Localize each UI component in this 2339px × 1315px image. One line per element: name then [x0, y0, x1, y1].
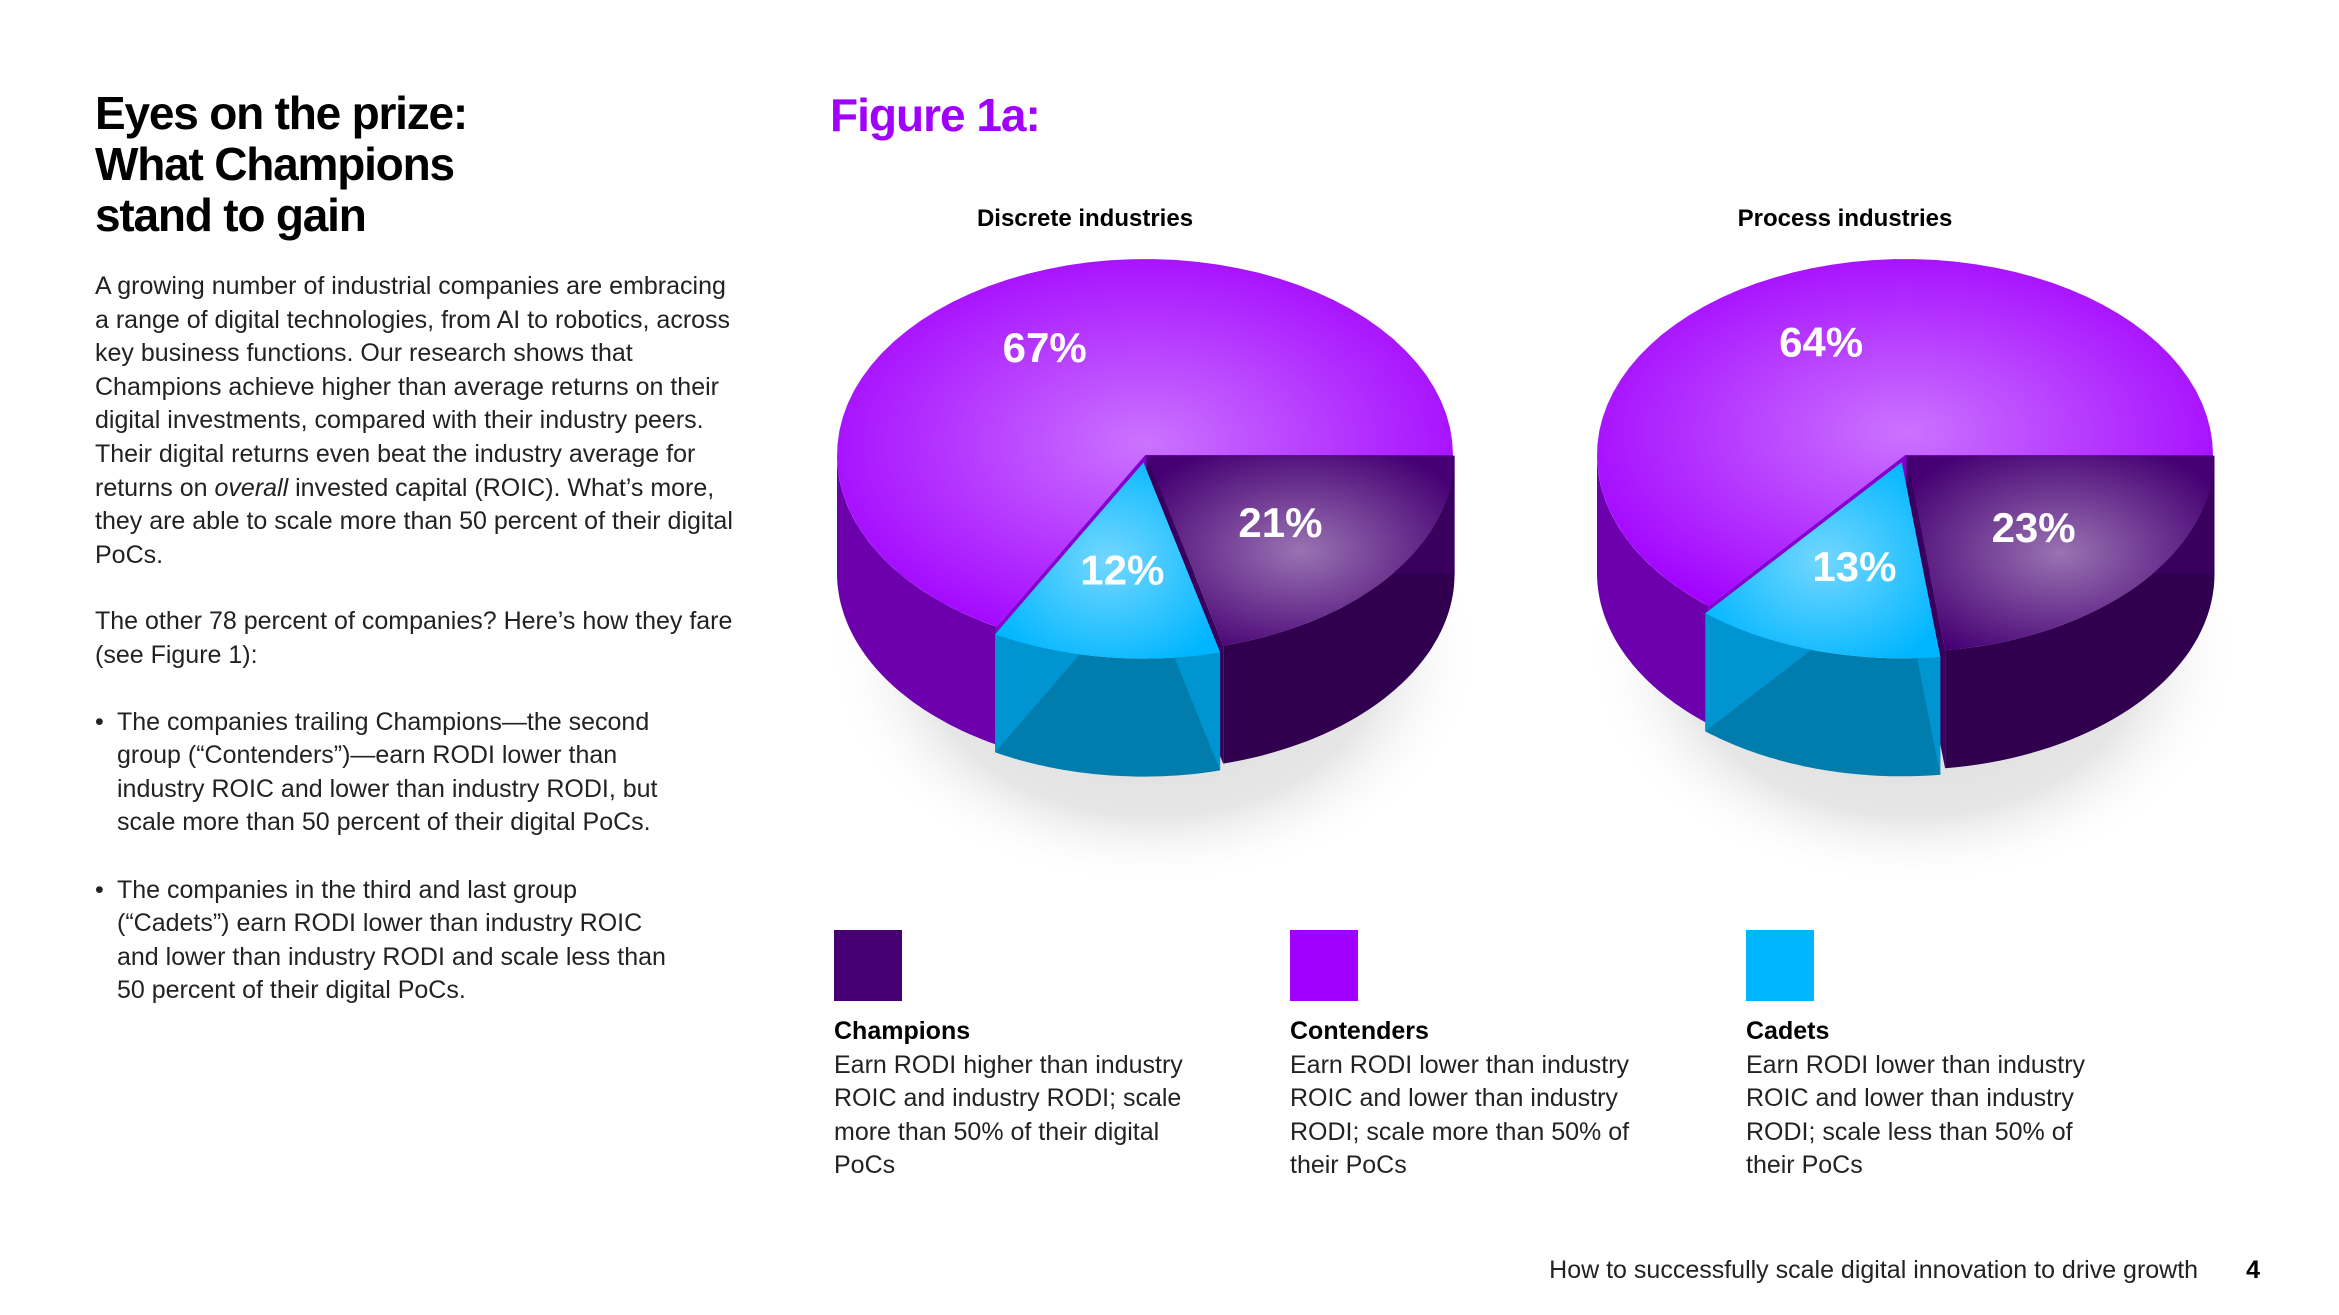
- slice-side-wall: [1945, 455, 2215, 769]
- slice-side-wall: [1223, 455, 1455, 764]
- slice-top: [1906, 455, 2215, 651]
- footer: How to successfully scale digital innova…: [1300, 1256, 2260, 1285]
- legend-champions: Champions Earn RODI higher than industry…: [834, 930, 1214, 1183]
- footer-text: How to successfully scale digital innova…: [1549, 1256, 2199, 1284]
- pie-title-process: Process industries: [1737, 205, 1953, 232]
- slice-top: [995, 462, 1221, 659]
- page-number: 4: [2246, 1256, 2260, 1284]
- intro-text-end: invested capital (ROIC). What’s more, th…: [95, 473, 733, 569]
- bullet-marker: •: [95, 707, 104, 736]
- slice-label-cadets: 12%: [1080, 547, 1164, 594]
- bullet-marker: •: [95, 875, 104, 904]
- slice-side-wall: [1597, 455, 1709, 724]
- intro-emphasis: overall: [214, 473, 289, 502]
- slice-label-champions: 23%: [1992, 504, 2076, 551]
- legend-swatch-cadets: [1746, 930, 1814, 1001]
- paragraph-two: The other 78 percent of companies? Here’…: [95, 607, 733, 669]
- article-body: A growing number of industrial companies…: [95, 270, 735, 1041]
- legend-desc-contenders: Earn RODI lower than industry ROIC and l…: [1290, 1050, 1630, 1180]
- legend-desc-champions: Earn RODI higher than industry ROIC and …: [834, 1050, 1183, 1180]
- bullet-text: The companies trailing Champions—the sec…: [117, 707, 658, 837]
- slice-side-wall: [837, 455, 997, 745]
- slice-label-champions: 21%: [1238, 499, 1322, 546]
- slice-label-contenders: 67%: [1003, 324, 1087, 371]
- figure-title: Figure 1a:: [830, 89, 1041, 141]
- headline: Eyes on the prize: What Champions stand …: [95, 87, 468, 241]
- pie-chart-process: 64% 13% 23%: [1585, 259, 2241, 887]
- legend-name-cadets: Cadets: [1746, 1017, 1830, 1045]
- pie-chart-discrete: 67% 12% 21%: [825, 259, 1481, 887]
- pie-slice-cadets: [995, 462, 1221, 777]
- slice-top: [1705, 462, 1941, 659]
- intro-paragraph: A growing number of industrial companies…: [95, 270, 735, 572]
- bullet-text: The companies in the third and last grou…: [117, 875, 666, 1005]
- bullet-contenders: • The companies trailing Champions—the se…: [95, 706, 677, 840]
- legend-swatch-champions: [834, 930, 902, 1001]
- slice-label-contenders: 64%: [1779, 319, 1863, 366]
- legend-desc-cadets: Earn RODI lower than industry ROIC and l…: [1746, 1050, 2086, 1180]
- slice-top: [837, 259, 1453, 627]
- pie-slice-cadets: [1705, 462, 1941, 777]
- legend-cadets: Cadets Earn RODI lower than industry ROI…: [1746, 930, 2126, 1183]
- legend-name-champions: Champions: [834, 1017, 971, 1045]
- bullet-cadets: • The companies in the third and last gro…: [95, 874, 677, 1008]
- pie-title-discrete: Discrete industries: [976, 205, 1194, 232]
- intro-text-start: A growing number of industrial companies…: [95, 272, 731, 502]
- slice-top: [1146, 455, 1455, 646]
- bullet-list: • The companies trailing Champions—the se…: [95, 706, 735, 1008]
- legend-swatch-contenders: [1290, 930, 1358, 1001]
- slice-label-cadets: 13%: [1812, 543, 1896, 590]
- slice-top: [1597, 259, 2213, 606]
- legend-contenders: Contenders Earn RODI lower than industry…: [1290, 930, 1670, 1183]
- legend-name-contenders: Contenders: [1290, 1017, 1429, 1045]
